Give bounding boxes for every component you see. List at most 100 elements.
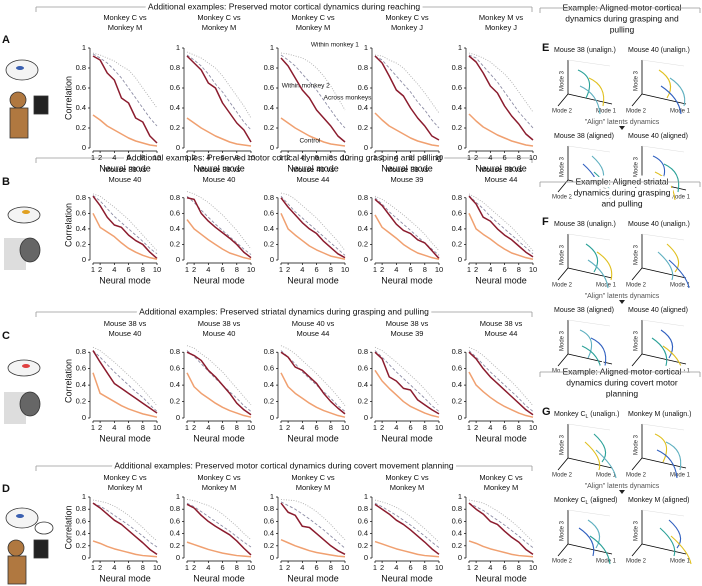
series-line xyxy=(374,55,440,129)
trajectory xyxy=(577,69,591,99)
series-line xyxy=(374,499,440,543)
x-tick-label: 8 xyxy=(141,265,145,274)
trajectory xyxy=(651,337,668,367)
x-axis-label: Neural mode xyxy=(287,433,339,443)
panel-letter: A xyxy=(2,34,10,46)
series-label: Within monkey 1 xyxy=(311,42,359,49)
axis-3d xyxy=(567,543,613,555)
panel-title: dynamics during grasping xyxy=(574,187,671,197)
subplot-title: Monkey M (aligned) xyxy=(628,497,689,504)
trajectory xyxy=(663,163,680,193)
axis-3d-label: Mode 1 xyxy=(596,283,617,289)
axis-3d-label: Mode 2 xyxy=(552,109,573,115)
axis-3d-label: Mode 3 xyxy=(634,70,640,91)
y-tick-label: 0 xyxy=(176,255,180,264)
align-label: "Align" latents dynamics xyxy=(585,119,660,126)
panel-letter: C xyxy=(2,330,10,342)
axis-3d-label: Mode 1 xyxy=(670,369,691,375)
axis-3d-label: Mode 3 xyxy=(634,244,640,265)
chart-title: Mouse 44 xyxy=(485,329,518,338)
trajectory xyxy=(657,251,674,281)
axis-3d-label: Mode 1 xyxy=(596,559,617,565)
x-tick-label: 2 xyxy=(380,563,384,572)
series-line xyxy=(186,372,252,418)
x-tick-label: 8 xyxy=(329,563,333,572)
x-axis-label: Neural mode xyxy=(99,433,151,443)
subplot-title-part: Monkey C xyxy=(554,411,586,418)
subplot-title-part: (aligned) xyxy=(588,497,617,504)
y-tick-label: 0.6 xyxy=(170,208,180,217)
trajectory xyxy=(668,259,690,289)
y-tick-label: 0.2 xyxy=(358,397,368,406)
chart-title: Monkey C vs xyxy=(291,473,335,482)
panel-title: pulling xyxy=(610,24,635,34)
axis-3d-label: Mode 2 xyxy=(626,473,647,479)
x-tick-label: 8 xyxy=(235,265,239,274)
y-tick-label: 0.8 xyxy=(264,63,274,72)
x-tick-label: 2 xyxy=(286,423,290,432)
y-tick-label: 0.6 xyxy=(76,516,86,525)
chart-title: Mouse 40 xyxy=(109,175,142,184)
y-tick-label: 1 xyxy=(458,43,462,52)
y-tick-label: 0 xyxy=(364,413,368,422)
x-tick-label: 6 xyxy=(126,265,130,274)
subplot-title-part: (unalign.) xyxy=(588,411,619,418)
y-tick-label: 0.8 xyxy=(358,193,368,202)
axis-3d-label: Mode 2 xyxy=(626,369,647,375)
y-tick-label: 0 xyxy=(458,143,462,152)
y-tick-label: 0.4 xyxy=(76,224,86,233)
x-tick-label: 4 xyxy=(300,423,304,432)
x-axis-label: Neural mode xyxy=(381,163,433,173)
x-tick-label: 2 xyxy=(474,423,478,432)
y-tick-label: 0.8 xyxy=(452,504,462,513)
series-line xyxy=(280,351,346,415)
section-header: Additional examples: Preserved striatal … xyxy=(139,306,429,316)
x-tick-label: 10 xyxy=(435,423,443,432)
x-tick-label: 6 xyxy=(126,563,130,572)
x-axis-label: Neural mode xyxy=(287,163,339,173)
panel-letter: F xyxy=(542,216,549,228)
x-tick-label: 1 xyxy=(185,265,189,274)
series-line xyxy=(92,346,158,406)
chart-title: Mouse 44 xyxy=(485,175,518,184)
chart-title: Mouse 39 xyxy=(391,329,424,338)
series-line xyxy=(92,195,158,255)
series-line xyxy=(92,212,158,260)
x-tick-label: 8 xyxy=(141,563,145,572)
y-tick-label: 0 xyxy=(270,413,274,422)
panel-letter: D xyxy=(2,483,10,495)
trajectory xyxy=(666,243,680,273)
chart-title: Mouse 38 vs xyxy=(104,165,147,174)
chart-title: Mouse 38 vs xyxy=(198,165,241,174)
x-tick-label: 8 xyxy=(517,153,521,162)
y-tick-label: 0.2 xyxy=(264,239,274,248)
chart-title: Mouse 40 vs xyxy=(292,165,335,174)
x-axis-label: Neural mode xyxy=(99,163,151,173)
x-axis-label: Neural mode xyxy=(193,433,245,443)
chart-title: Monkey M xyxy=(202,483,237,492)
x-tick-label: 2 xyxy=(380,423,384,432)
chart-title: Mouse 39 xyxy=(391,175,424,184)
y-tick-label: 0.2 xyxy=(76,239,86,248)
y-tick-label: 0.6 xyxy=(264,516,274,525)
grid-3d xyxy=(567,423,611,431)
x-tick-label: 4 xyxy=(394,153,398,162)
series-line xyxy=(468,113,534,147)
axis-3d-label: Mode 1 xyxy=(596,369,617,375)
y-tick-label: 0.8 xyxy=(358,347,368,356)
y-tick-label: 0.6 xyxy=(264,208,274,217)
x-tick-label: 10 xyxy=(153,423,161,432)
axis-3d xyxy=(641,267,687,279)
chart-title: Mouse 38 vs xyxy=(480,165,523,174)
series-line xyxy=(374,369,440,418)
series-line xyxy=(374,540,440,558)
monkey-icon xyxy=(7,539,25,557)
x-tick-label: 1 xyxy=(279,265,283,274)
grid-3d xyxy=(567,145,611,153)
axis-3d-label: Mode 3 xyxy=(634,520,640,541)
chart-title: Mouse 38 vs xyxy=(198,319,241,328)
series-line xyxy=(468,195,534,258)
align-arrow xyxy=(619,300,625,304)
x-tick-label: 6 xyxy=(408,423,412,432)
x-tick-label: 1 xyxy=(185,153,189,162)
